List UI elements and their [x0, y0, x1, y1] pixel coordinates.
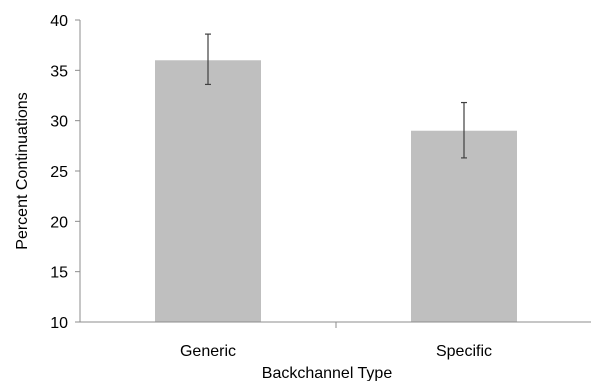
y-tick-label: 10 [50, 315, 68, 332]
y-tick-label: 30 [50, 114, 68, 131]
y-tick-label: 15 [50, 265, 68, 282]
x-axis-title: Backchannel Type [262, 365, 393, 381]
y-tick-label: 35 [50, 63, 68, 80]
y-tick-label: 25 [50, 164, 68, 181]
y-tick-label: 40 [50, 13, 68, 30]
x-tick-label: Specific [436, 343, 492, 360]
bars-layer [155, 60, 517, 322]
y-tick-label: 20 [50, 214, 68, 231]
y-ticks-layer: 10 15 20 25 30 35 40 [50, 13, 80, 332]
x-tick-label: Generic [180, 343, 236, 360]
x-ticks-layer: Generic Specific [180, 322, 492, 360]
bar-generic [155, 60, 261, 322]
y-axis-title: Percent Continuations [14, 92, 31, 249]
bar-specific [411, 131, 517, 322]
